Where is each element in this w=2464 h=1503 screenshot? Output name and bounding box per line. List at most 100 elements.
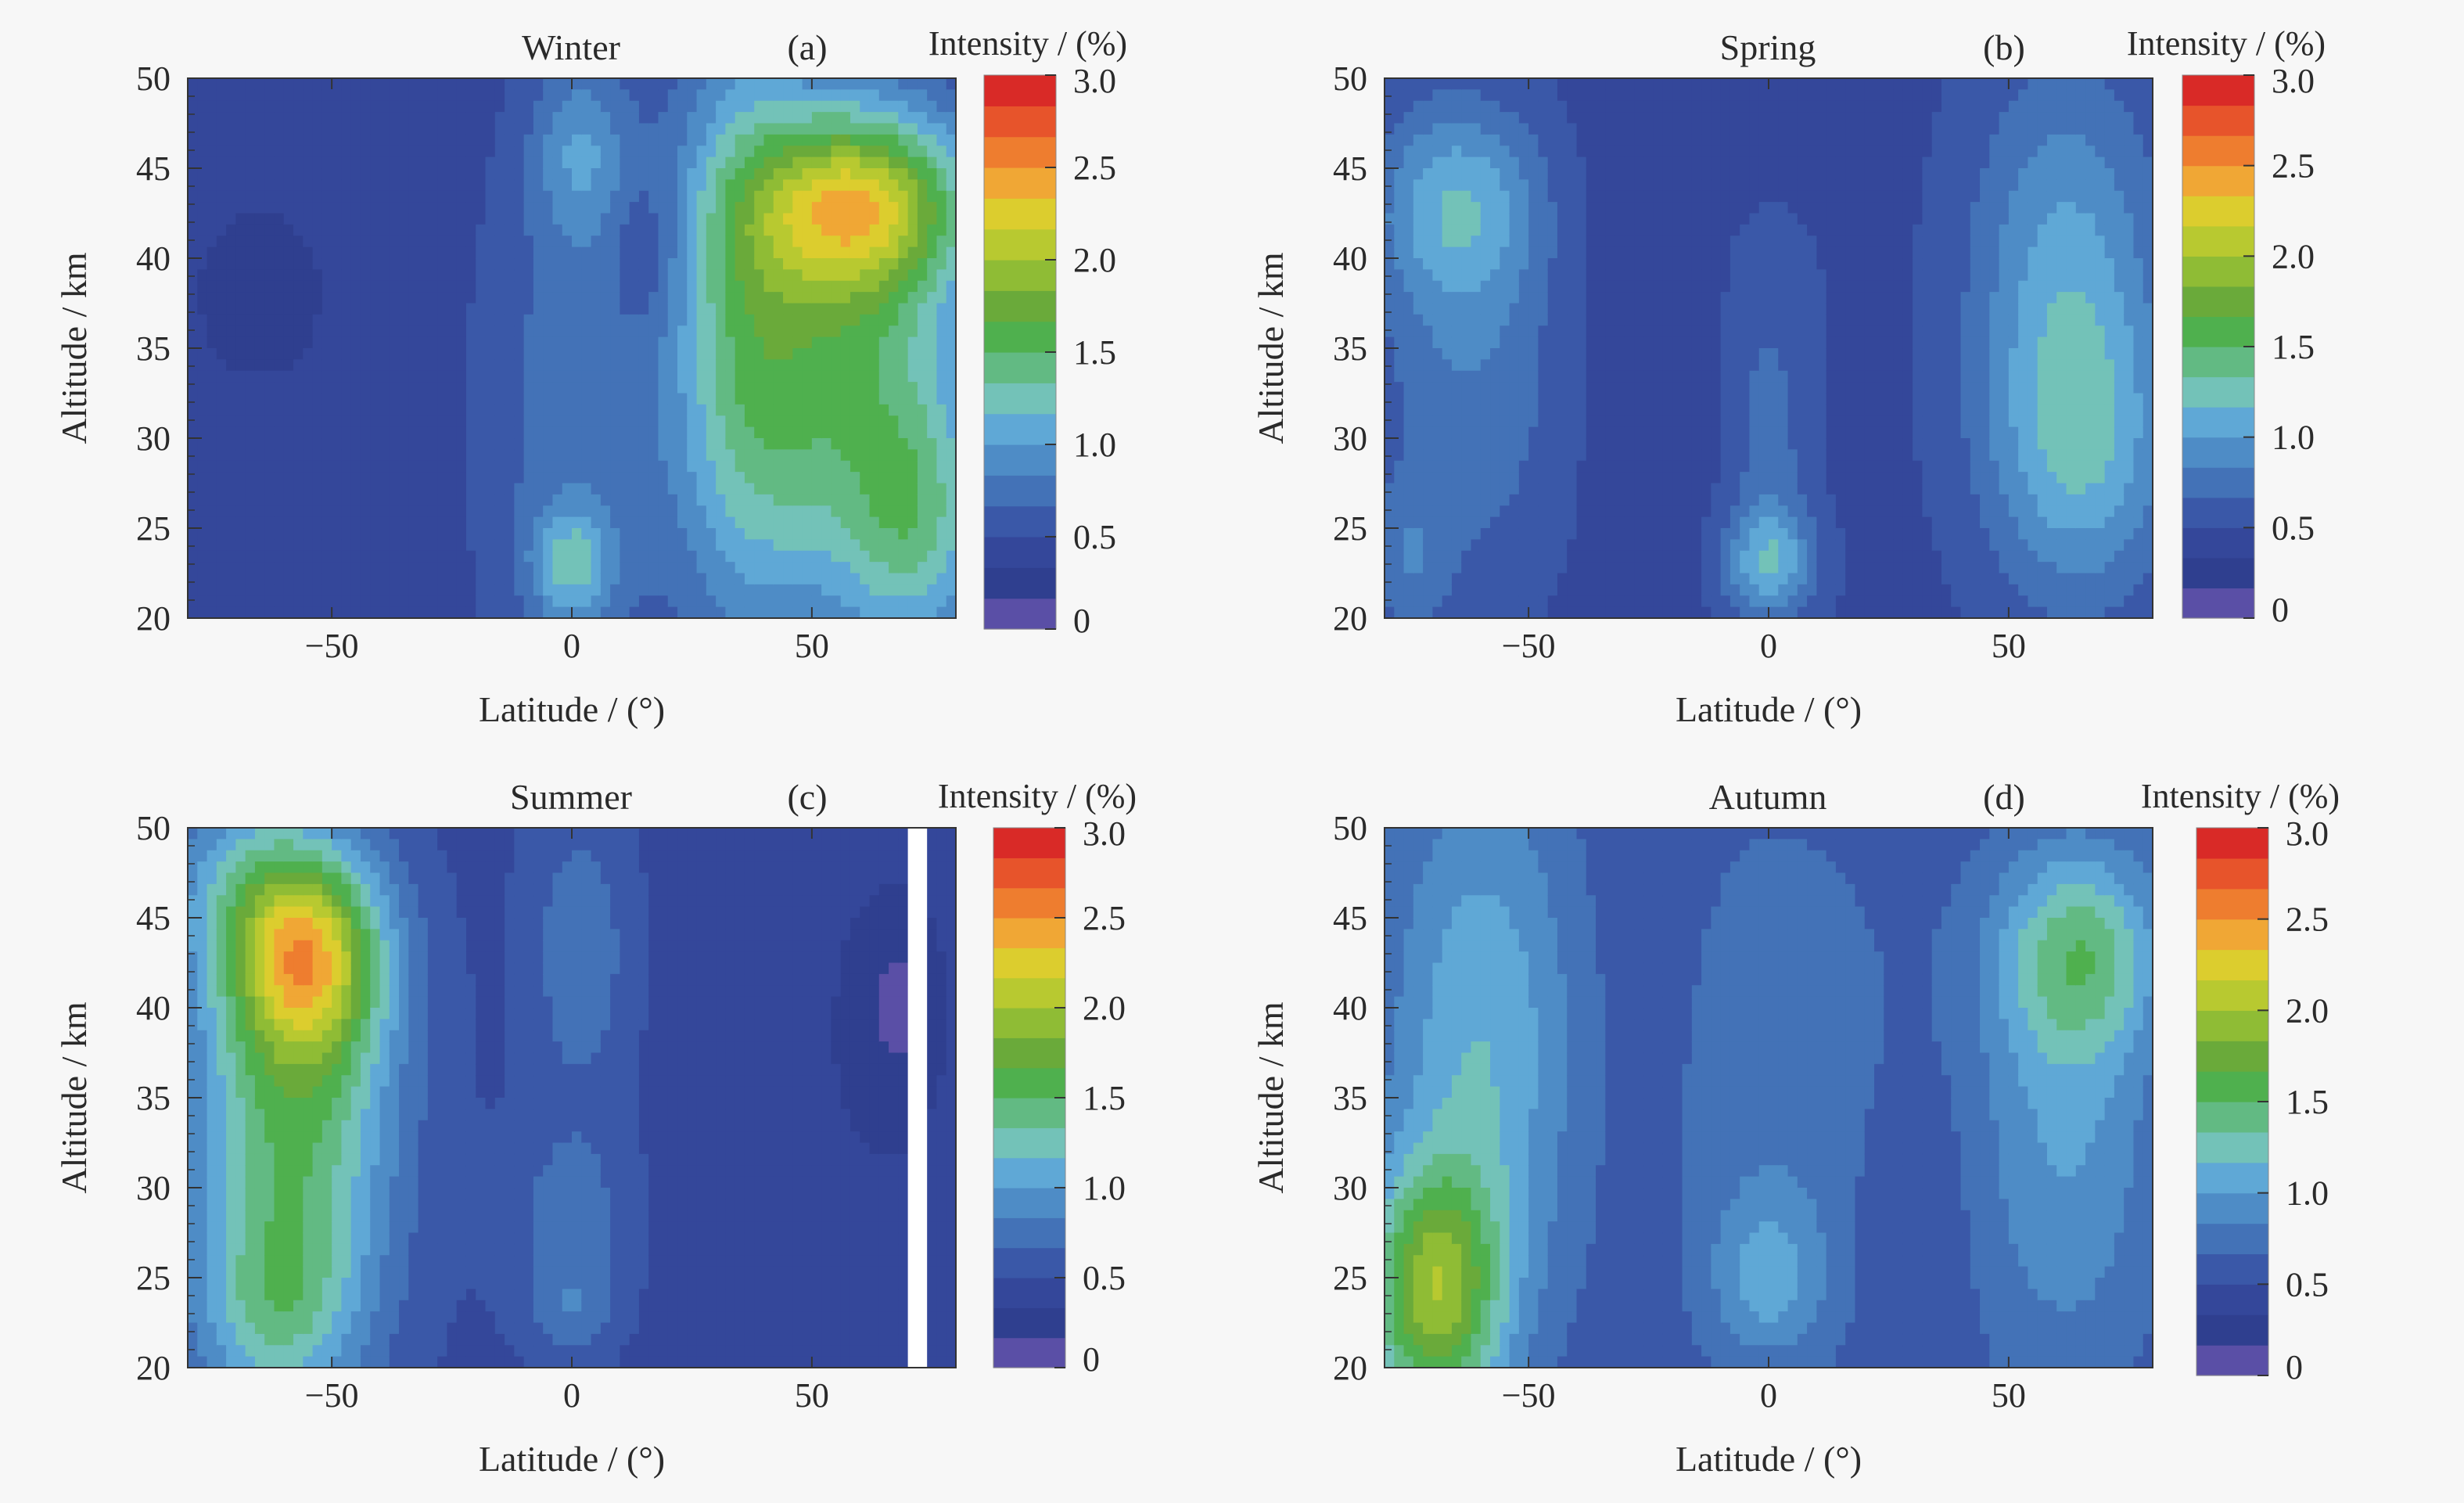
heatmap-cell [399, 190, 410, 203]
heatmap-cell [869, 449, 880, 462]
heatmap-cell [216, 202, 227, 214]
heatmap-cell [1518, 314, 1529, 327]
heatmap-cell [254, 336, 266, 349]
heatmap-cell [1385, 370, 1395, 383]
heatmap-cell [562, 460, 573, 473]
heatmap-cell [1394, 348, 1405, 361]
heatmap-cell [1500, 539, 1510, 552]
heatmap-cell [437, 202, 448, 214]
heatmap-cell [370, 78, 381, 91]
heatmap-cell [860, 550, 871, 563]
heatmap-cell [197, 472, 208, 484]
heatmap-cell [207, 562, 217, 574]
heatmap-cell [552, 382, 563, 394]
heatmap-cell [379, 123, 390, 135]
heatmap-cell [360, 202, 372, 214]
heatmap-cell [283, 314, 294, 327]
heatmap-cell [476, 303, 487, 315]
heatmap-cell [821, 505, 832, 518]
heatmap-cell [1480, 156, 1491, 169]
heatmap-cell [226, 213, 237, 225]
heatmap-cell [197, 382, 208, 394]
heatmap-cell [1586, 550, 1597, 563]
heatmap-cell [620, 573, 630, 585]
heatmap-cell [687, 123, 698, 135]
heatmap-cell [370, 325, 381, 338]
heatmap-cell [274, 483, 285, 495]
heatmap-cell [754, 78, 765, 91]
heatmap-cell [514, 292, 525, 304]
heatmap-cell [399, 449, 410, 462]
heatmap-cell [1547, 393, 1558, 405]
heatmap-cell [1596, 123, 1607, 135]
heatmap-cell [1518, 224, 1529, 237]
heatmap-cell [1442, 202, 1453, 214]
heatmap-cell [1500, 156, 1510, 169]
heatmap-cell [543, 382, 554, 394]
heatmap-cell [638, 348, 650, 361]
heatmap-cell [456, 336, 467, 349]
heatmap-cell [523, 213, 534, 225]
heatmap-cell [783, 449, 794, 462]
heatmap-cell [831, 449, 842, 462]
heatmap-cell [677, 595, 688, 608]
heatmap-cell [716, 550, 727, 563]
heatmap-cell [1480, 573, 1491, 585]
heatmap-cell [600, 573, 611, 585]
heatmap-cell [754, 415, 765, 428]
heatmap-cell [1461, 325, 1472, 338]
heatmap-cell [581, 415, 592, 428]
heatmap-cell [754, 292, 765, 304]
heatmap-cell [505, 404, 515, 417]
heatmap-cell [370, 156, 381, 169]
heatmap-cell [264, 134, 275, 147]
heatmap-cell [1576, 156, 1587, 169]
heatmap-cell [1423, 314, 1434, 327]
heatmap-cell [783, 314, 794, 327]
heatmap-cell [1451, 483, 1462, 495]
heatmap-cell [523, 292, 534, 304]
heatmap-cell [245, 292, 256, 304]
heatmap-cell [696, 449, 707, 462]
heatmap-cell [514, 112, 525, 124]
heatmap-cell [312, 370, 323, 383]
heatmap-cell [1538, 89, 1549, 102]
heatmap-cell [1461, 280, 1472, 293]
heatmap-cell [898, 236, 909, 248]
heatmap-cell [706, 246, 717, 259]
heatmap-cell [860, 494, 871, 507]
heatmap-cell [572, 134, 583, 147]
heatmap-cell [620, 449, 630, 462]
heatmap-cell [216, 595, 227, 608]
heatmap-cell [811, 100, 822, 113]
heatmap-cell [1480, 89, 1491, 102]
heatmap-cell [235, 528, 246, 541]
heatmap-cell [1538, 472, 1549, 484]
heatmap-cell [629, 516, 640, 529]
heatmap-cell [562, 325, 573, 338]
heatmap-cell [629, 112, 640, 124]
heatmap-cell [408, 449, 419, 462]
heatmap-cell [744, 606, 756, 619]
heatmap-cell [860, 438, 871, 451]
heatmap-cell [572, 246, 583, 259]
heatmap-cell [898, 516, 909, 529]
heatmap-cell [1471, 393, 1482, 405]
heatmap-cell [1538, 78, 1549, 91]
heatmap-cell [629, 404, 640, 417]
heatmap-cell [216, 359, 227, 372]
heatmap-cell [946, 336, 957, 349]
heatmap-cell [936, 134, 947, 147]
heatmap-cell [207, 573, 217, 585]
heatmap-cell [1518, 359, 1529, 372]
heatmap-cell [946, 516, 957, 529]
heatmap-cell [1432, 168, 1443, 181]
heatmap-cell [889, 562, 900, 574]
heatmap-cell [677, 100, 688, 113]
heatmap-cell [735, 562, 745, 574]
heatmap-cell [216, 449, 227, 462]
heatmap-cell [648, 562, 659, 574]
heatmap-cell [533, 584, 544, 597]
heatmap-cell [610, 202, 621, 214]
heatmap-cell [226, 516, 237, 529]
